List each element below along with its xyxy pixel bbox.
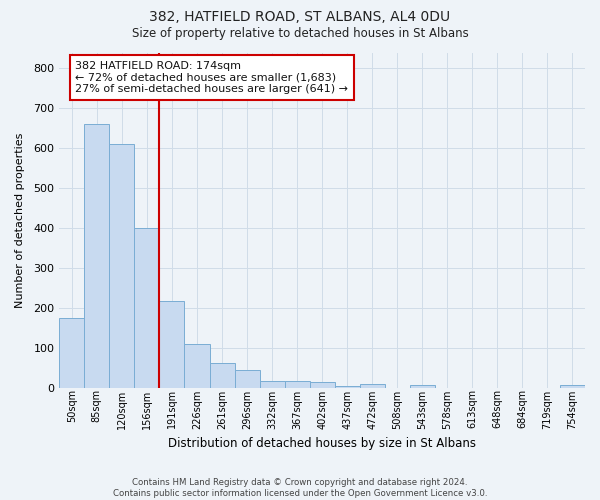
Bar bbox=[160, 301, 184, 388]
Bar bbox=[310, 382, 335, 388]
Text: 382, HATFIELD ROAD, ST ALBANS, AL4 0DU: 382, HATFIELD ROAD, ST ALBANS, AL4 0DU bbox=[149, 10, 451, 24]
X-axis label: Distribution of detached houses by size in St Albans: Distribution of detached houses by size … bbox=[168, 437, 476, 450]
Bar bbox=[360, 384, 385, 388]
Bar bbox=[260, 380, 284, 388]
Bar bbox=[184, 344, 209, 388]
Bar bbox=[209, 362, 235, 388]
Bar bbox=[109, 144, 134, 388]
Text: 382 HATFIELD ROAD: 174sqm
← 72% of detached houses are smaller (1,683)
27% of se: 382 HATFIELD ROAD: 174sqm ← 72% of detac… bbox=[75, 61, 348, 94]
Bar bbox=[134, 228, 160, 388]
Bar bbox=[335, 386, 360, 388]
Y-axis label: Number of detached properties: Number of detached properties bbox=[15, 132, 25, 308]
Bar bbox=[410, 384, 435, 388]
Bar bbox=[59, 318, 85, 388]
Bar bbox=[235, 370, 260, 388]
Bar bbox=[560, 385, 585, 388]
Text: Contains HM Land Registry data © Crown copyright and database right 2024.
Contai: Contains HM Land Registry data © Crown c… bbox=[113, 478, 487, 498]
Bar bbox=[85, 124, 109, 388]
Text: Size of property relative to detached houses in St Albans: Size of property relative to detached ho… bbox=[131, 28, 469, 40]
Bar bbox=[284, 381, 310, 388]
